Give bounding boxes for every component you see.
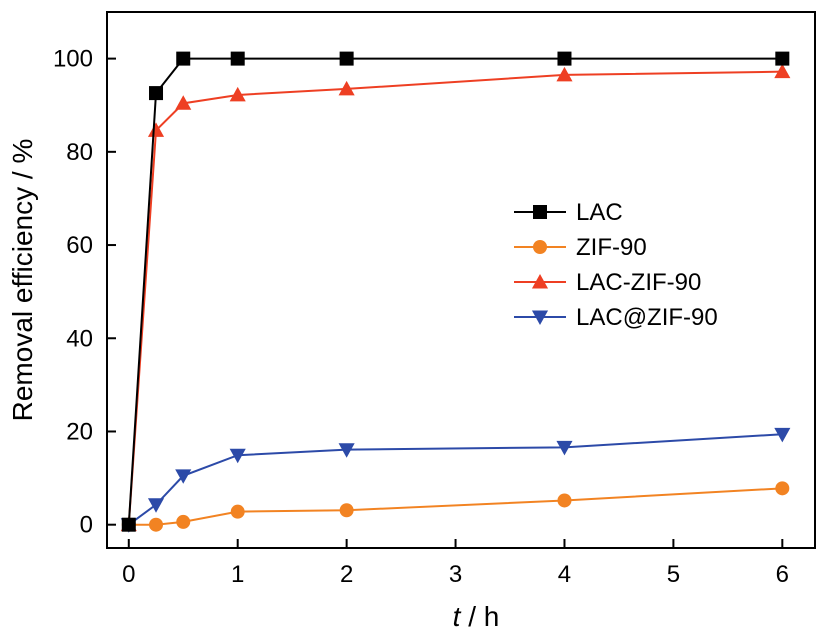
data-point bbox=[176, 514, 191, 529]
legend-entry: LAC bbox=[514, 199, 623, 226]
x-tick-label: 2 bbox=[340, 561, 353, 588]
series-lac bbox=[121, 51, 790, 532]
legend-label: LAC@ZIF-90 bbox=[576, 304, 718, 331]
legend-label: LAC-ZIF-90 bbox=[576, 269, 701, 296]
data-point bbox=[175, 95, 192, 110]
data-point bbox=[121, 517, 136, 532]
data-point bbox=[149, 86, 164, 101]
x-axis: 0 1 2 3 4 5 6 bbox=[122, 539, 789, 588]
series-lac-zif-90 bbox=[120, 427, 791, 533]
data-point bbox=[557, 493, 572, 508]
x-tick-label: 3 bbox=[449, 561, 462, 588]
legend-label: ZIF-90 bbox=[576, 234, 647, 261]
data-point bbox=[229, 448, 246, 464]
data-point bbox=[230, 51, 245, 66]
x-axis-title: t / h bbox=[453, 601, 500, 632]
series-line bbox=[128, 487, 783, 526]
series-line bbox=[128, 433, 783, 526]
legend: LAC ZIF-90 LAC-ZIF-90 LAC@ZIF-90 bbox=[514, 199, 718, 331]
data-point bbox=[339, 503, 354, 518]
x-tick-label: 0 bbox=[122, 561, 135, 588]
y-tick-label: 60 bbox=[66, 232, 93, 259]
y-axis: 0 20 40 60 80 100 bbox=[53, 46, 116, 539]
x-axis-title-unit: / h bbox=[460, 601, 499, 632]
legend-marker bbox=[533, 205, 547, 219]
data-point bbox=[176, 51, 191, 66]
data-point bbox=[149, 517, 164, 532]
x-tick-label: 1 bbox=[231, 561, 244, 588]
data-point bbox=[556, 66, 573, 82]
data-point bbox=[229, 86, 246, 102]
x-axis-title-variable: t bbox=[453, 601, 462, 632]
legend-marker bbox=[531, 273, 549, 289]
x-tick-label: 6 bbox=[776, 561, 789, 588]
x-tick-label: 4 bbox=[558, 561, 571, 588]
y-tick-label: 20 bbox=[66, 418, 93, 445]
data-point bbox=[775, 481, 790, 496]
data-point bbox=[338, 80, 355, 96]
y-axis-title: Removal efficiency / % bbox=[7, 139, 38, 422]
legend-marker bbox=[533, 240, 547, 254]
plot-frame bbox=[106, 11, 816, 549]
data-point bbox=[147, 122, 165, 137]
y-tick-label: 100 bbox=[53, 46, 93, 73]
data-point bbox=[175, 469, 192, 484]
y-tick-label: 0 bbox=[80, 512, 93, 539]
y-tick-label: 40 bbox=[66, 325, 93, 352]
data-point bbox=[230, 504, 245, 519]
data-point bbox=[338, 443, 355, 458]
legend-entry: LAC-ZIF-90 bbox=[514, 269, 701, 296]
data-point bbox=[774, 63, 791, 79]
y-tick-label: 80 bbox=[66, 139, 93, 166]
legend-marker bbox=[531, 310, 549, 326]
data-point bbox=[339, 51, 354, 66]
series-layer bbox=[120, 51, 791, 533]
data-point bbox=[775, 51, 790, 66]
data-point bbox=[557, 51, 572, 66]
x-tick-label: 5 bbox=[667, 561, 680, 588]
legend-label: LAC bbox=[576, 199, 623, 226]
data-point bbox=[556, 440, 573, 456]
data-point bbox=[774, 427, 791, 443]
series-zif-90 bbox=[121, 481, 790, 532]
data-point bbox=[147, 498, 165, 513]
series-line bbox=[127, 70, 783, 525]
legend-entry: ZIF-90 bbox=[514, 234, 647, 261]
legend-entry: LAC@ZIF-90 bbox=[514, 304, 718, 331]
